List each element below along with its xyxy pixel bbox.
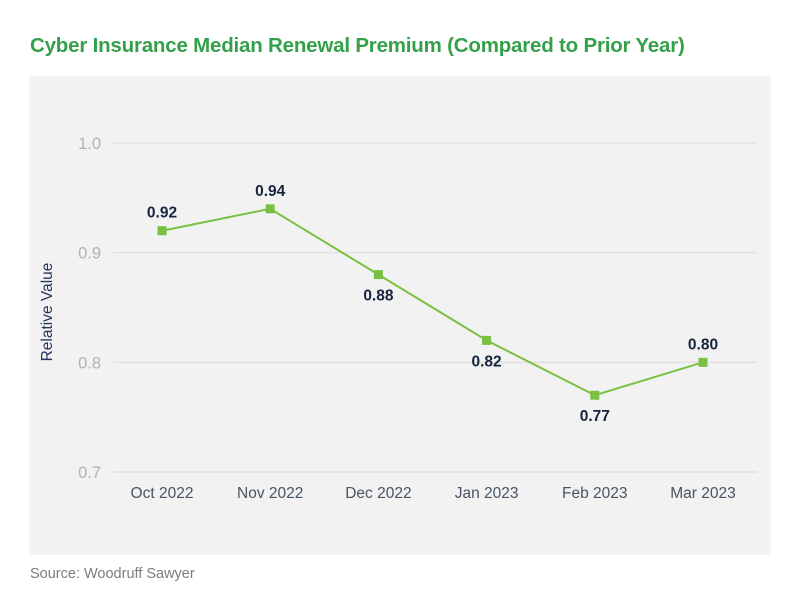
y-tick-label: 1.0 (78, 135, 101, 153)
y-axis-title: Relative Value (39, 263, 56, 362)
data-point-marker (373, 270, 383, 280)
plot-area: 1.0 0.9 0.8 0.7 Relative Value Oct 2022 Nov 20… (29, 76, 771, 555)
data-point-label: 0.94 (255, 183, 286, 200)
x-tick-label: Nov 2022 (237, 485, 303, 502)
x-tick-label: Dec 2022 (345, 485, 411, 502)
data-line (161, 207, 704, 397)
x-tick-label: Mar 2023 (670, 485, 735, 502)
data-point-marker (157, 226, 167, 236)
x-tick-label: Jan 2023 (455, 485, 519, 502)
y-tick-label: 0.8 (78, 354, 101, 372)
data-point-marker (482, 335, 492, 345)
data-point-label: 0.88 (363, 288, 394, 305)
source-note: Source: Woodruff Sawyer (30, 566, 195, 582)
y-tick-label: 0.7 (78, 464, 101, 482)
data-point-label: 0.77 (580, 408, 610, 425)
data-point-marker (698, 357, 708, 367)
line-chart: 1.0 0.9 0.8 0.7 Relative Value Oct 2022 Nov 20… (39, 135, 757, 502)
x-tick-label: Feb 2023 (562, 485, 628, 502)
data-point-label: 0.92 (147, 205, 177, 222)
data-point-marker (265, 204, 275, 214)
y-tick-label: 0.9 (78, 245, 101, 263)
data-point-label: 0.80 (688, 336, 718, 353)
x-tick-label: Oct 2022 (131, 485, 194, 502)
chart-title: Cyber Insurance Median Renewal Premium (… (30, 34, 685, 57)
data-point-label: 0.82 (472, 353, 502, 370)
data-point-marker (590, 390, 600, 400)
